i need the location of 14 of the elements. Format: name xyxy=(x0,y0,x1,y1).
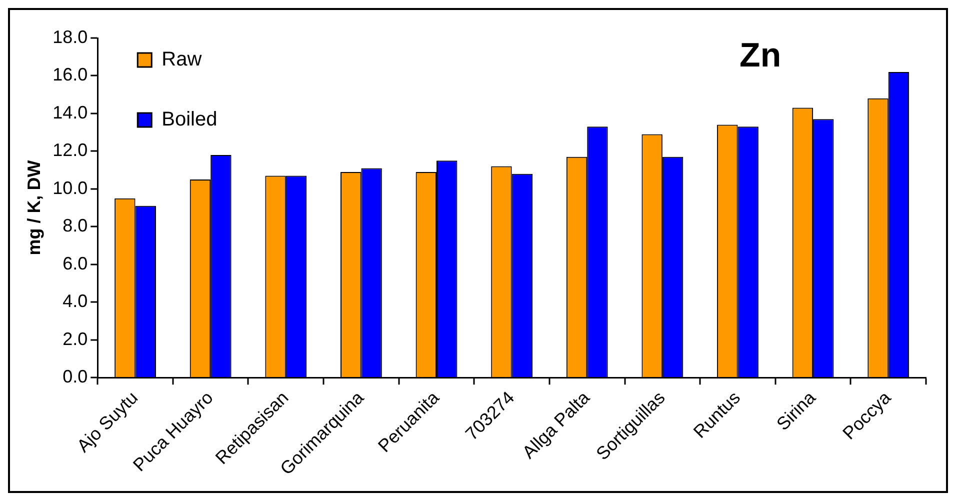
y-tick-label: 10.0 xyxy=(52,178,88,198)
y-tick-label: 12.0 xyxy=(52,140,88,160)
legend-label: Raw xyxy=(162,48,202,71)
y-tick-label: 8.0 xyxy=(62,216,88,236)
y-tick-label: 14.0 xyxy=(52,102,88,122)
y-tick-label: 4.0 xyxy=(62,291,88,312)
chart-title: Zn xyxy=(740,36,782,74)
y-tick-label: 16.0 xyxy=(52,64,88,85)
y-axis-title: mg / K, DW xyxy=(24,160,44,256)
legend-label: Boiled xyxy=(162,108,218,131)
y-tick-label: 18.0 xyxy=(52,26,88,47)
y-tick-label: 0.0 xyxy=(62,366,88,387)
y-tick-label: 6.0 xyxy=(62,253,88,274)
y-tick-label: 2.0 xyxy=(62,328,88,349)
